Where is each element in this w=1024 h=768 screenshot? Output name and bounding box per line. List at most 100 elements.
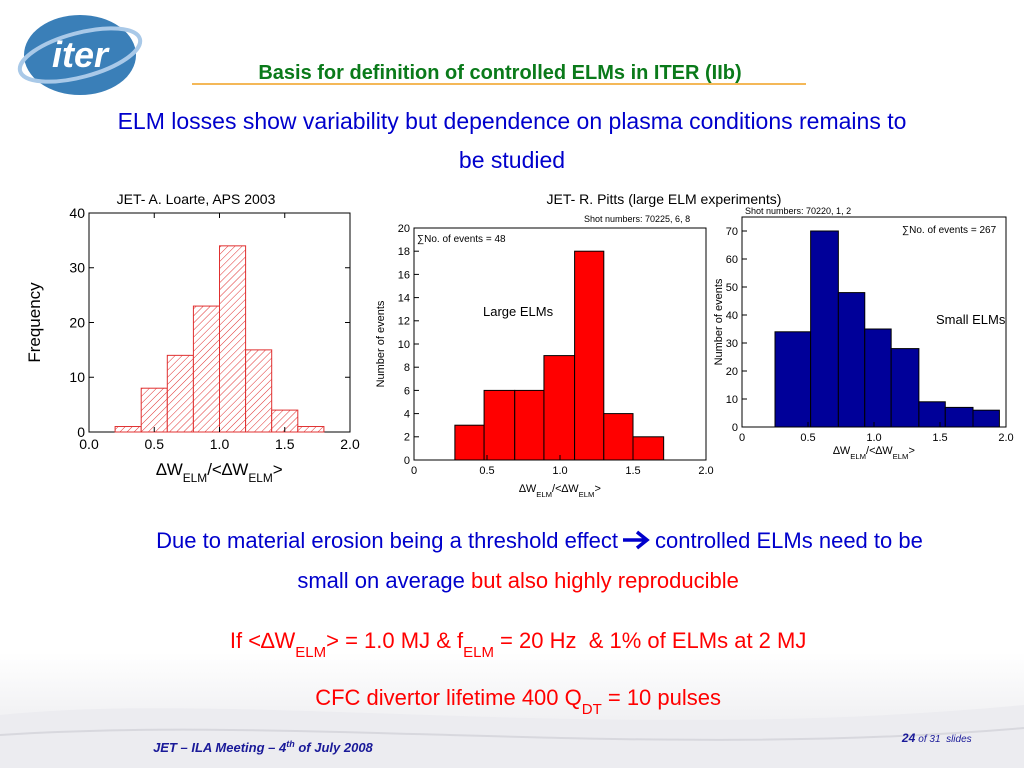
bar (297, 426, 325, 433)
x-tick-label: 0.5 (479, 465, 494, 477)
y-tick-label: 0 (732, 422, 738, 434)
bar (810, 230, 839, 428)
logo-text: iter (52, 34, 110, 75)
x-tick-label: 0.5 (800, 432, 815, 444)
conclusion-text: small on average but also highly reprodu… (267, 568, 757, 593)
source-label: JET- R. Pitts (large ELM experiments) (547, 191, 782, 207)
annotation: Shot numbers: 70220, 1, 2 (745, 206, 851, 216)
chart-label: Large ELMs (483, 304, 554, 319)
y-tick-label: 8 (404, 362, 410, 374)
subscript: ELM (463, 644, 494, 661)
bar (837, 292, 866, 428)
y-tick-label: 20 (726, 366, 738, 378)
bar (972, 409, 1000, 428)
y-tick-label: 30 (69, 260, 85, 276)
subscript: ELM (295, 644, 326, 661)
bar (632, 436, 665, 461)
bar (245, 349, 273, 433)
subscript: ELM (536, 490, 552, 499)
page-total: of 31 slides (918, 734, 971, 745)
bar (774, 331, 812, 428)
x-tick-label: 1.0 (210, 436, 230, 452)
page-number: 24 of 31 slides (880, 729, 985, 746)
source-label: JET- A. Loarte, APS 2003 (117, 191, 276, 207)
text-part: > (594, 483, 600, 495)
y-axis-label: Number of events (713, 278, 725, 365)
text-part: = 20 Hz & 1% of ELMs at 2 MJ (494, 628, 806, 653)
text-part: /<∆W (207, 460, 248, 479)
swoosh-line (0, 727, 1024, 741)
subscript: ELM (893, 452, 909, 461)
text-part: CFC divertor lifetime 400 Q (315, 685, 582, 710)
y-tick-label: 20 (69, 314, 85, 330)
logo-globe (24, 15, 136, 95)
bar (864, 328, 892, 428)
y-tick-label: 0 (77, 424, 85, 440)
footer-meeting: JET – ILA Meeting – 4th of July 2008 (135, 739, 384, 755)
x-tick-label: 2.0 (998, 432, 1013, 444)
slide-title: Basis for definition of controlled ELMs … (258, 62, 741, 84)
text-part: > (908, 445, 914, 457)
y-tick-label: 18 (398, 246, 410, 258)
bar (890, 348, 920, 428)
x-tick-label: 0 (739, 432, 745, 444)
y-tick-label: 40 (726, 310, 738, 322)
y-tick-label: 2 (404, 432, 410, 444)
bar (140, 387, 168, 433)
conclusion-part: small on average (297, 568, 465, 593)
bar (944, 406, 974, 428)
logo-ring (17, 26, 143, 84)
lifetime-text: CFC divertor lifetime 400 QDT = 10 pulse… (285, 685, 740, 718)
chart-label: Small ELMs (936, 312, 1006, 327)
y-tick-label: 60 (726, 254, 738, 266)
x-axis-label: ∆WELM/<∆WELM> (519, 483, 601, 499)
subscript: ELM (579, 490, 595, 499)
annotation: ∑No. of events = 48 (417, 234, 506, 245)
y-tick-label: 12 (398, 316, 410, 328)
y-tick-label: 6 (404, 385, 410, 397)
conclusion-part: but also highly reproducible (465, 568, 739, 593)
annotation: ∑No. of events = 267 (902, 225, 997, 236)
bar (114, 426, 142, 433)
y-tick-label: 10 (726, 394, 738, 406)
bar (166, 354, 194, 433)
bar (454, 424, 485, 461)
text-part: > = 1.0 MJ & f (326, 628, 464, 653)
superscript: th (286, 739, 295, 749)
y-axis-label: Number of events (375, 300, 387, 387)
text-part: ∆W (833, 445, 851, 457)
x-tick-label: 1.5 (625, 465, 640, 477)
conclusion-text: Due to material erosion being a threshol… (156, 528, 618, 553)
bar (219, 245, 247, 433)
y-tick-label: 20 (398, 223, 410, 235)
x-tick-label: 1.5 (932, 432, 947, 444)
bar (192, 305, 220, 433)
bar (574, 250, 605, 461)
text-part: /<∆W (552, 483, 579, 495)
x-tick-label: 0.5 (145, 436, 165, 452)
conclusion-text: controlled ELMs need to be (655, 528, 923, 553)
subscript: ELM (248, 471, 272, 485)
x-tick-label: 2.0 (340, 436, 360, 452)
y-tick-label: 0 (404, 455, 410, 467)
x-tick-label: 0 (411, 465, 417, 477)
text-part: = 10 pulses (602, 685, 721, 710)
y-tick-label: 50 (726, 282, 738, 294)
y-tick-label: 14 (398, 292, 410, 304)
text-part: ∆W (519, 483, 537, 495)
annotation: Shot numbers: 70225, 6, 8 (584, 214, 690, 224)
y-tick-label: 70 (726, 226, 738, 238)
x-tick-label: 1.5 (275, 436, 295, 452)
text-part: If <∆W (230, 628, 296, 653)
condition-text: If <∆WELM> = 1.0 MJ & fELM = 20 Hz & 1% … (199, 628, 824, 661)
logo: iter (17, 15, 143, 95)
arrow-icon (623, 530, 650, 550)
bar (483, 389, 516, 461)
subtitle-line: ELM losses show variability but dependen… (118, 108, 907, 134)
x-tick-label: 0.0 (79, 436, 99, 452)
x-tick-label: 2.0 (698, 465, 713, 477)
y-tick-label: 4 (404, 408, 410, 420)
y-tick-label: 16 (398, 269, 410, 281)
